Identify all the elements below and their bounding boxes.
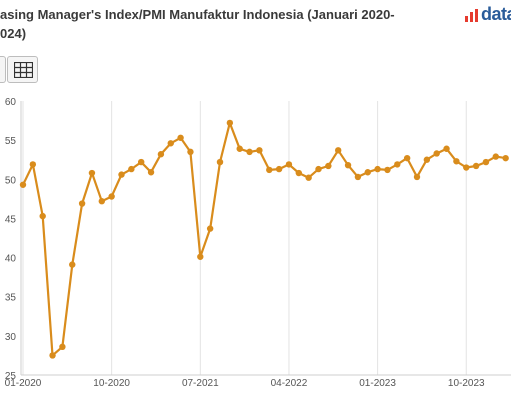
data-point[interactable]: [374, 165, 381, 173]
data-point[interactable]: [423, 156, 431, 163]
data-point[interactable]: [187, 148, 194, 156]
y-tick-label: 45: [5, 214, 17, 225]
axes: [20, 101, 511, 376]
x-tick-label: 04-2022: [271, 378, 308, 389]
y-tick-label: 25: [5, 371, 17, 382]
data-point[interactable]: [206, 225, 214, 232]
y-tick-label: 55: [5, 136, 17, 147]
data-point[interactable]: [285, 161, 293, 168]
data-point[interactable]: [403, 154, 411, 162]
y-tick-label: 60: [5, 97, 17, 108]
y-tick-label: 30: [5, 332, 17, 343]
data-point[interactable]: [98, 198, 106, 205]
x-tick-label: 07-2021: [182, 378, 219, 389]
data-point[interactable]: [29, 161, 37, 168]
chart-view-button[interactable]: [0, 56, 6, 83]
data-point[interactable]: [216, 158, 224, 166]
data-point[interactable]: [236, 145, 243, 152]
data-point[interactable]: [19, 181, 27, 188]
data-point[interactable]: [266, 166, 273, 174]
data-point[interactable]: [325, 162, 332, 170]
data-point[interactable]: [502, 154, 509, 162]
data-point[interactable]: [147, 169, 155, 176]
x-tick-label: 10-2020: [93, 378, 130, 389]
y-tick-label: 35: [5, 293, 17, 304]
data-point[interactable]: [413, 173, 421, 181]
data-point[interactable]: [433, 150, 440, 157]
data-point[interactable]: [69, 261, 76, 268]
x-tick-label: 01-2023: [359, 378, 396, 389]
data-point[interactable]: [492, 153, 499, 160]
data-point[interactable]: [443, 145, 450, 152]
y-tick-label: 50: [5, 175, 17, 186]
x-axis-ticks: 01-2020 10-2020 07-2021 04-2022 01-2023 10-20…: [5, 378, 485, 389]
data-point[interactable]: [226, 119, 234, 127]
data-point[interactable]: [305, 174, 312, 181]
plot-area: [19, 119, 509, 359]
data-point[interactable]: [88, 169, 96, 177]
data-point[interactable]: [335, 147, 342, 154]
line-chart: 25 30 35 40 45 50 55 60 01-2020 10-2020 07-2021 04…: [5, 97, 511, 389]
data-point[interactable]: [256, 147, 263, 154]
x-tick-label: 10-2023: [448, 378, 485, 389]
data-point[interactable]: [354, 173, 362, 181]
chart-title-line2: 024): [0, 26, 27, 41]
y-tick-label: 40: [5, 254, 17, 265]
data-point[interactable]: [197, 253, 204, 260]
logo-text: data: [481, 4, 511, 24]
data-point[interactable]: [482, 158, 490, 166]
data-point[interactable]: [394, 161, 401, 168]
databoks-logo-icon: [465, 9, 478, 22]
data-point[interactable]: [315, 165, 322, 173]
data-point[interactable]: [167, 140, 174, 147]
brand-logo[interactable]: data: [464, 4, 511, 28]
data-point[interactable]: [472, 162, 480, 170]
data-point[interactable]: [138, 158, 145, 166]
chart-title: asing Manager's Index/PMI Manufaktur Ind…: [0, 5, 410, 43]
data-point[interactable]: [78, 200, 86, 207]
data-point[interactable]: [275, 165, 283, 173]
chart-title-line1: asing Manager's Index/PMI Manufaktur Ind…: [0, 7, 395, 22]
data-point[interactable]: [364, 169, 371, 176]
data-point[interactable]: [344, 161, 352, 169]
data-point[interactable]: [49, 352, 56, 359]
data-point[interactable]: [177, 134, 184, 141]
x-tick-label: 01-2020: [5, 378, 42, 389]
y-axis-ticks: 25 30 35 40 45 50 55 60: [5, 97, 17, 382]
data-point[interactable]: [118, 171, 125, 178]
data-point[interactable]: [453, 158, 460, 165]
data-point[interactable]: [108, 193, 115, 200]
data-point[interactable]: [246, 148, 253, 156]
grid-lines: [22, 101, 467, 375]
data-point[interactable]: [59, 343, 66, 351]
data-point[interactable]: [39, 212, 46, 220]
table-grid-icon: [14, 62, 33, 78]
data-point[interactable]: [157, 151, 165, 158]
table-view-button[interactable]: [7, 56, 38, 83]
data-point[interactable]: [384, 166, 391, 174]
series-line: [22, 121, 506, 357]
data-point[interactable]: [128, 165, 135, 173]
data-point[interactable]: [295, 169, 302, 177]
data-point[interactable]: [463, 164, 470, 171]
